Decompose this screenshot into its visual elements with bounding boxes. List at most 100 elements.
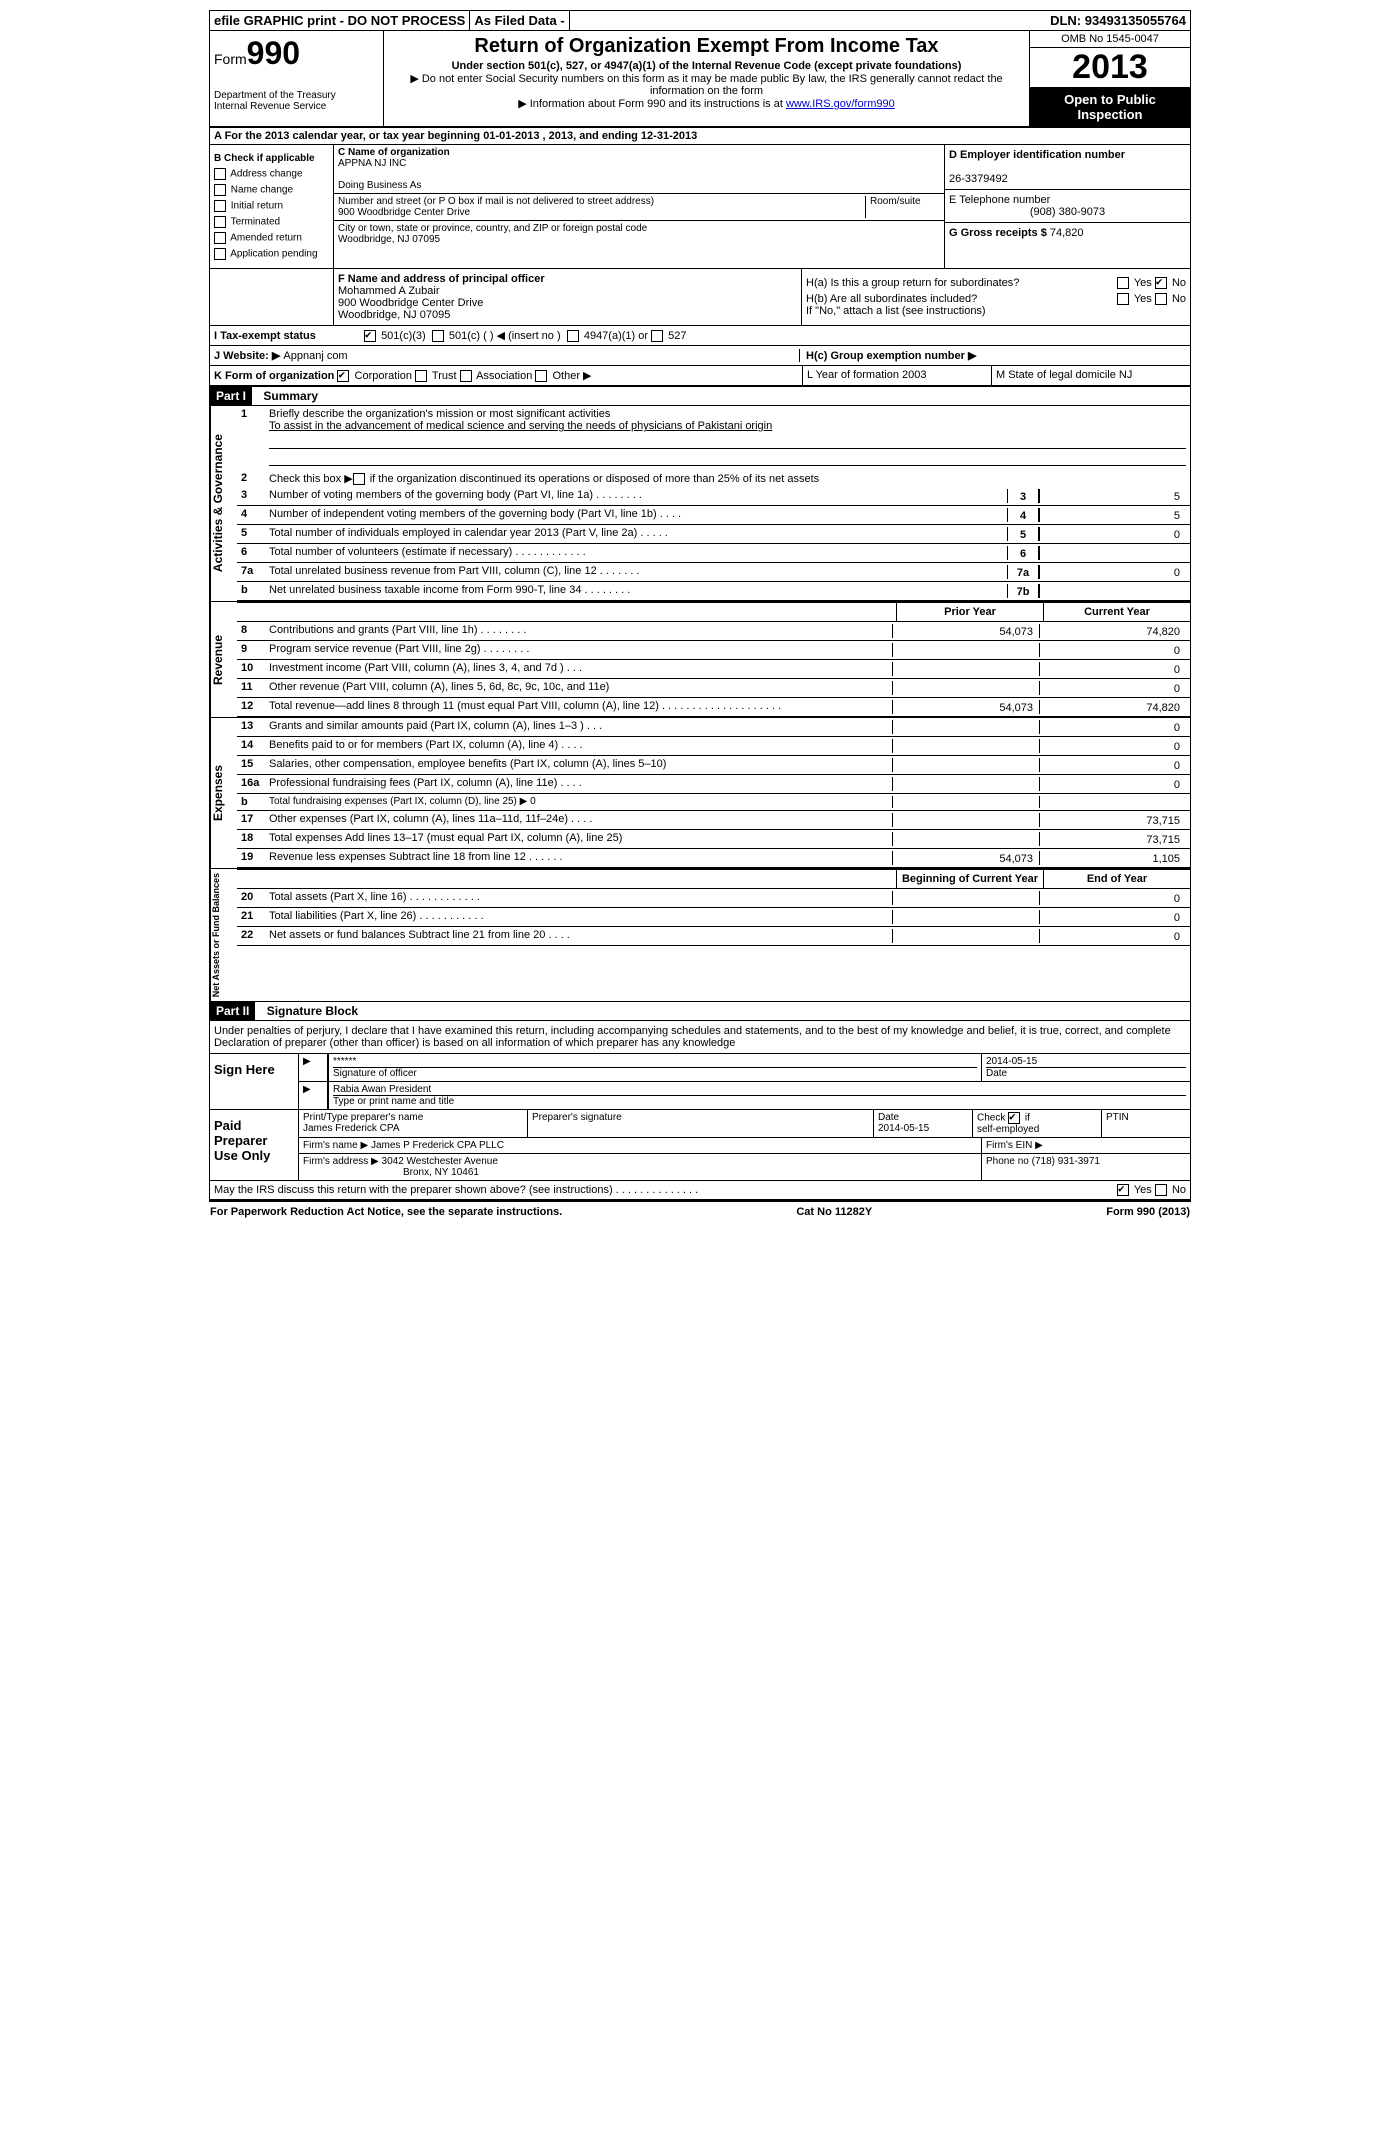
lbl-other: Other ▶ [552, 370, 591, 382]
officer-name: Mohammed A Zubair [338, 285, 440, 297]
hc-label: H(c) Group exemption number ▶ [806, 350, 976, 362]
prep-name-cell: Print/Type preparer's name James Frederi… [299, 1110, 528, 1137]
lbl-assoc: Association [476, 370, 532, 382]
officer-addr2: Woodbridge, NJ 07095 [338, 309, 450, 321]
chk-assoc[interactable] [460, 370, 472, 382]
addr-value: 900 Woodbridge Center Drive [338, 207, 470, 218]
row-a: A For the 2013 calendar year, or tax yea… [210, 128, 1190, 145]
lbl-yes2: Yes [1134, 293, 1152, 305]
rev-line-8: 8Contributions and grants (Part VIII, li… [237, 622, 1190, 641]
governance-label: Activities & Governance [210, 406, 237, 601]
chk-self-emp[interactable] [1008, 1112, 1020, 1124]
sig-officer-label: Signature of officer [333, 1067, 977, 1079]
firm-name-cell: Firm's name ▶ James P Frederick CPA PLLC [299, 1138, 982, 1153]
note-info-pre: ▶ Information about Form 990 and its ins… [518, 98, 786, 110]
chk-501c[interactable] [432, 330, 444, 342]
sig-date-cell: 2014-05-15 Date [982, 1054, 1190, 1081]
prep-name-label: Print/Type preparer's name [303, 1112, 423, 1123]
prep-sig-cell: Preparer's signature [528, 1110, 874, 1137]
form-990: efile GRAPHIC print - DO NOT PROCESS As … [209, 10, 1191, 1202]
sign-arrow-1: ▶ [299, 1054, 329, 1081]
chk-527[interactable] [651, 330, 663, 342]
section-bcd: B Check if applicable Address change Nam… [210, 145, 1190, 269]
chk-trust[interactable] [415, 370, 427, 382]
lbl-no: No [1172, 277, 1186, 289]
gov-line-3: 3Number of voting members of the governi… [237, 487, 1190, 506]
chk-pending[interactable]: Application pending [214, 248, 329, 260]
discuss-row: May the IRS discuss this return with the… [210, 1181, 1190, 1201]
discuss-no[interactable] [1155, 1184, 1167, 1196]
gov-line-5: 5Total number of individuals employed in… [237, 525, 1190, 544]
ein-box: D Employer identification number 26-3379… [945, 145, 1190, 190]
discuss-question: May the IRS discuss this return with the… [214, 1184, 698, 1196]
phone-value: (908) 380-9073 [949, 206, 1186, 218]
chk-other[interactable] [535, 370, 547, 382]
firm-addr1: 3042 Westchester Avenue [382, 1156, 498, 1167]
chk-discontinued[interactable] [353, 473, 365, 485]
current-year-hdr: Current Year [1043, 603, 1190, 621]
sig-redacted: ****** [333, 1056, 356, 1067]
chk-address[interactable]: Address change [214, 168, 329, 180]
exp-line-19: 19Revenue less expenses Subtract line 18… [237, 849, 1190, 868]
taxexempt-label: I Tax-exempt status [214, 330, 364, 342]
form-number: Form990 [214, 35, 379, 72]
dln-value: 93493135055764 [1085, 13, 1186, 28]
city-label: City or town, state or province, country… [338, 223, 647, 234]
gross-value: 74,820 [1050, 227, 1084, 239]
hc-row: H(c) Group exemption number ▶ [799, 349, 1186, 362]
part-ii-tag: Part II [210, 1002, 255, 1020]
chk-initial[interactable]: Initial return [214, 200, 329, 212]
lbl-501c3: 501(c)(3) [381, 330, 426, 342]
form-subtitle: Under section 501(c), 527, or 4947(a)(1)… [388, 60, 1025, 72]
paid-label: Paid Preparer Use Only [210, 1110, 299, 1180]
line-1: 1 Briefly describe the organization's mi… [237, 406, 1190, 470]
row-j: J Website: ▶ Appnanj com H(c) Group exem… [210, 346, 1190, 366]
prior-year-hdr: Prior Year [896, 603, 1043, 621]
irs-link[interactable]: www.IRS.gov/form990 [786, 98, 895, 110]
org-name: APPNA NJ INC [338, 158, 406, 169]
sig-name: Rabia Awan President [333, 1084, 431, 1095]
ha-label: H(a) Is this a group return for subordin… [806, 277, 1019, 289]
part-i-name: Summary [255, 389, 318, 403]
row-fh: F Name and address of principal officer … [210, 269, 1190, 326]
footer: For Paperwork Reduction Act Notice, see … [206, 1202, 1194, 1222]
ha-no[interactable] [1155, 277, 1167, 289]
ein-label: D Employer identification number [949, 149, 1125, 161]
chk-amended[interactable]: Amended return [214, 232, 329, 244]
open-inspection: Open to Public Inspection [1030, 88, 1190, 126]
exp-line-16a: 16aProfessional fundraising fees (Part I… [237, 775, 1190, 794]
exp-line-b: bTotal fundraising expenses (Part IX, co… [237, 794, 1190, 811]
hb-note: If "No," attach a list (see instructions… [806, 305, 986, 317]
chk-name[interactable]: Name change [214, 184, 329, 196]
lbl-4947: 4947(a)(1) or [584, 330, 648, 342]
chk-4947[interactable] [567, 330, 579, 342]
sign-here-right: ▶ ****** Signature of officer 2014-05-15… [299, 1054, 1190, 1109]
addr-box: Number and street (or P O box if mail is… [334, 194, 944, 221]
hb-yes[interactable] [1117, 293, 1129, 305]
gross-label: G Gross receipts $ [949, 227, 1047, 239]
website-value: Appnanj com [283, 350, 347, 362]
exp-line-17: 17Other expenses (Part IX, column (A), l… [237, 811, 1190, 830]
chk-terminated[interactable]: Terminated [214, 216, 329, 228]
na-line-21: 21Total liabilities (Part X, line 26) . … [237, 908, 1190, 927]
discuss-yes[interactable] [1117, 1184, 1129, 1196]
dept-treasury: Department of the Treasury [214, 90, 379, 101]
perjury-text: Under penalties of perjury, I declare th… [210, 1021, 1190, 1054]
mission-blank-1 [269, 434, 1186, 449]
na-col-head: Beginning of Current Year End of Year [237, 869, 1190, 889]
prep-date-cell: Date 2014-05-15 [874, 1110, 973, 1137]
hb-no[interactable] [1155, 293, 1167, 305]
ha-yes[interactable] [1117, 277, 1129, 289]
chk-corp[interactable] [337, 370, 349, 382]
fin-col-head: Prior Year Current Year [237, 602, 1190, 622]
firm-name-label: Firm's name ▶ [303, 1140, 368, 1151]
note-ssn: ▶ Do not enter Social Security numbers o… [388, 72, 1025, 97]
hb-row: H(b) Are all subordinates included? Yes … [806, 293, 1186, 317]
part-ii-header: Part II Signature Block [210, 1002, 1190, 1021]
org-name-label: C Name of organization [338, 147, 450, 158]
part-i-header: Part I Summary [210, 387, 1190, 406]
mission-label: Briefly describe the organization's miss… [269, 408, 610, 420]
revenue-content: Prior Year Current Year 8Contributions a… [237, 602, 1190, 717]
chk-501c3[interactable] [364, 330, 376, 342]
omb-number: OMB No 1545-0047 [1030, 31, 1190, 48]
